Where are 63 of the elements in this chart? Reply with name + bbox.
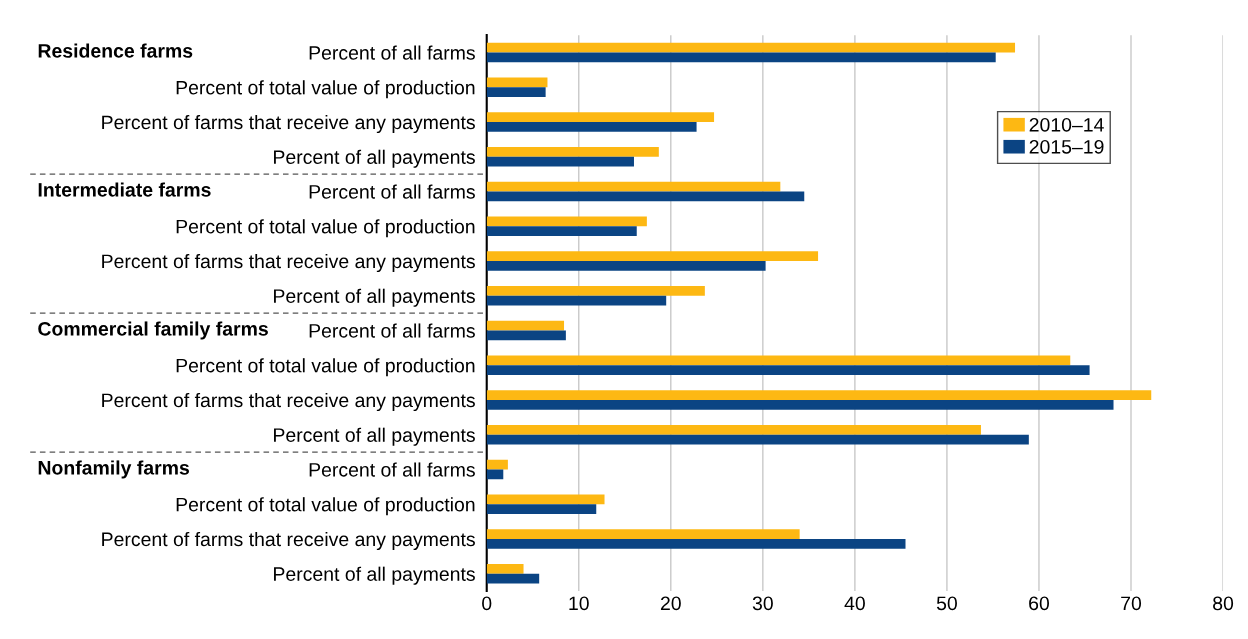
x-tick-label: 0 [482,596,492,611]
bar [486,87,546,97]
bar [486,156,634,167]
y-tick-label: Percent of farms that receive any payments [102,392,475,412]
bar [486,77,548,88]
y-tick-label: Percent of farms that receive any payments [102,531,475,551]
y-tick-label: Percent of farms that receive any payments [102,114,475,134]
bar [486,286,705,296]
bar [486,122,697,132]
y-tick-label: Percent of all farms [309,323,475,338]
text: Residence farms [38,43,193,58]
y-tick-label: Percent of total value of production [176,80,475,99]
y-tick-label: Percent of all farms [309,184,475,199]
y-tick-label: Percent of all payments [274,149,475,168]
legend-label: 2010–14 [1029,117,1104,132]
bar [486,147,659,157]
bar [486,320,565,331]
bar [486,563,524,574]
bar [486,355,1071,366]
bar [486,459,508,470]
y-tick-label: Percent of farms that receive any payments [102,253,475,273]
bar [486,295,667,306]
y-tick-label: Percent of all payments [274,566,475,585]
bar [486,226,637,236]
bar [486,42,1016,53]
bar [486,504,597,514]
x-tick-label: 60 [1029,596,1050,611]
y-tick-label: Percent of total value of production [176,358,475,377]
bar [486,573,540,584]
y-tick-label: Percent of all payments [274,288,475,307]
text: Nonfamily farms [38,460,189,479]
bar [486,365,1090,375]
y-tick-label: Percent of all farms [309,462,475,477]
bar [486,469,504,480]
y-tick-label: Percent of all payments [274,427,475,446]
bar [486,494,605,505]
bar [486,330,566,341]
bar [486,399,1114,410]
text: Intermediate farms [38,182,211,197]
bar [486,112,715,123]
bar [486,390,1152,400]
bar [486,52,996,63]
x-tick-label: 20 [660,596,681,611]
x-tick-label: 80 [1213,596,1234,611]
bar [486,424,981,435]
bar [486,529,800,539]
x-tick-label: 50 [936,596,957,611]
text: Commercial family farms [38,321,268,340]
bar [486,181,781,192]
bar [486,216,647,227]
bar [486,260,766,271]
x-tick-label: 70 [1121,596,1142,611]
x-tick-label: 40 [844,596,865,611]
y-tick-label: Percent of total value of production [176,219,475,238]
bar [486,251,819,261]
y-tick-label: Percent of all farms [309,45,475,60]
bar [486,191,805,202]
x-tick-label: 10 [569,596,589,611]
x-tick-label: 30 [752,596,773,611]
bar [486,434,1029,445]
legend-label: 2015–19 [1029,139,1104,154]
bar [486,538,906,549]
y-tick-label: Percent of total value of production [176,497,475,516]
